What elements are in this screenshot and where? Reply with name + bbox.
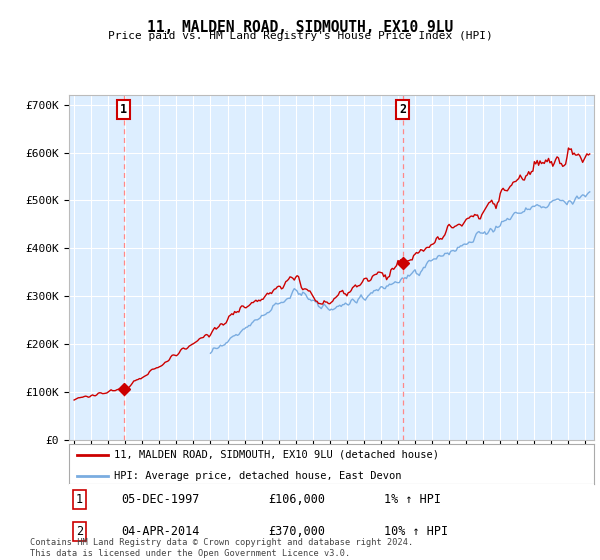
Text: 04-APR-2014: 04-APR-2014 — [121, 525, 200, 538]
Text: 1: 1 — [121, 103, 127, 116]
Text: 11, MALDEN ROAD, SIDMOUTH, EX10 9LU (detached house): 11, MALDEN ROAD, SIDMOUTH, EX10 9LU (det… — [113, 450, 439, 460]
Text: HPI: Average price, detached house, East Devon: HPI: Average price, detached house, East… — [113, 470, 401, 480]
Text: Contains HM Land Registry data © Crown copyright and database right 2024.
This d: Contains HM Land Registry data © Crown c… — [30, 538, 413, 558]
Text: 05-DEC-1997: 05-DEC-1997 — [121, 493, 200, 506]
Text: £370,000: £370,000 — [269, 525, 325, 538]
Text: 2: 2 — [399, 103, 406, 116]
Text: 10% ↑ HPI: 10% ↑ HPI — [384, 525, 448, 538]
Text: 1% ↑ HPI: 1% ↑ HPI — [384, 493, 441, 506]
Text: Price paid vs. HM Land Registry's House Price Index (HPI): Price paid vs. HM Land Registry's House … — [107, 31, 493, 41]
Text: 2: 2 — [76, 525, 83, 538]
Text: 11, MALDEN ROAD, SIDMOUTH, EX10 9LU: 11, MALDEN ROAD, SIDMOUTH, EX10 9LU — [147, 20, 453, 35]
Text: £106,000: £106,000 — [269, 493, 325, 506]
Text: 1: 1 — [76, 493, 83, 506]
